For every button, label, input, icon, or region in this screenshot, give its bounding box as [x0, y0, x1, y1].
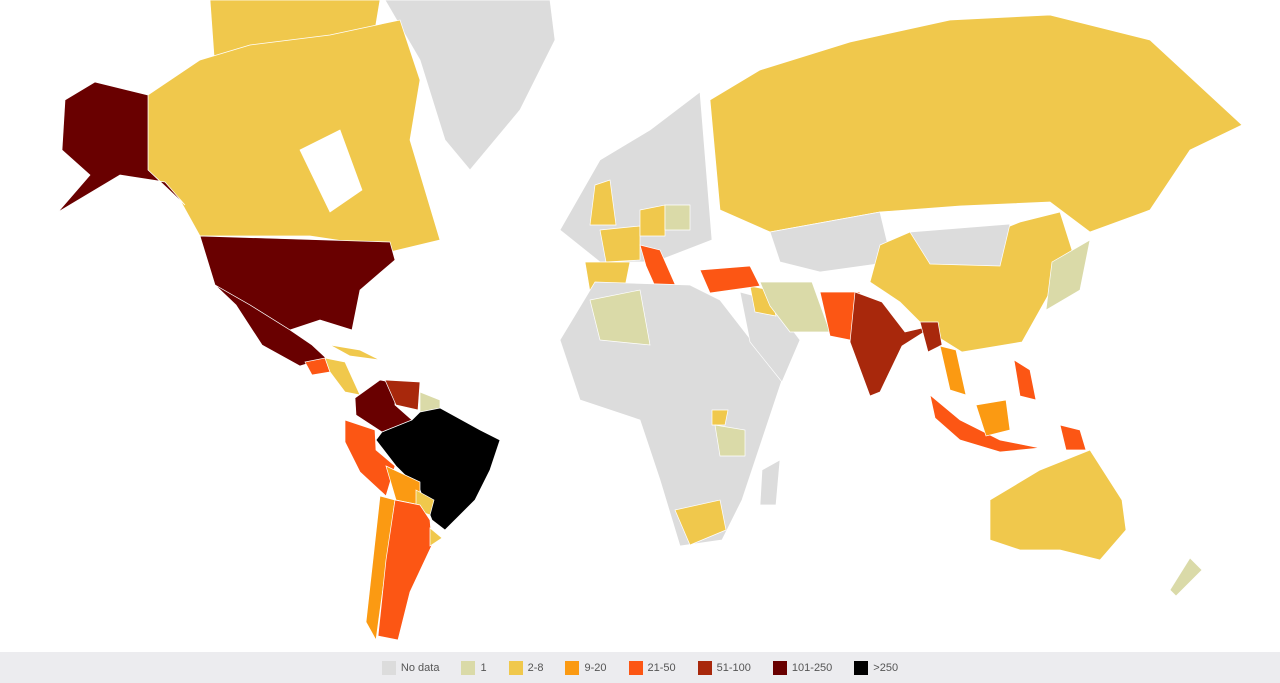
legend-item: 2-8 [508, 660, 543, 675]
legend-swatch [381, 660, 396, 675]
region-venezuela [384, 379, 421, 411]
region-central-america [324, 357, 361, 396]
region-poland [664, 204, 691, 231]
legend-item: No data [381, 660, 439, 675]
region-germany [639, 204, 666, 237]
region-png [1059, 424, 1087, 451]
region-argentina [377, 499, 433, 641]
region-turkey [699, 265, 761, 294]
legend-swatch [772, 660, 787, 675]
legend-item: 9-20 [565, 660, 607, 675]
legend-swatch [565, 660, 580, 675]
legend-swatch [628, 660, 643, 675]
legend-item: 51-100 [697, 660, 751, 675]
legend-item: 21-50 [628, 660, 676, 675]
region-iran [759, 281, 831, 333]
region-uganda [711, 409, 729, 426]
region-usa [199, 235, 396, 331]
region-myanmar [919, 321, 943, 353]
region-japan [1045, 239, 1091, 311]
region-philippines [1013, 359, 1037, 401]
legend-item: 1 [461, 660, 487, 675]
region-colombia [354, 379, 413, 433]
region-australia [989, 449, 1127, 561]
region-alaska [57, 81, 186, 213]
legend-swatch [461, 660, 476, 675]
region-canada [147, 19, 441, 253]
region-kazakhstan [769, 211, 893, 273]
region-madagascar [759, 459, 781, 506]
region-uruguay [429, 527, 443, 547]
region-chile [365, 495, 396, 642]
world-choropleth-map [57, 0, 1243, 642]
region-thailand [939, 345, 967, 396]
legend-swatch [508, 660, 523, 675]
hudson-bay [299, 129, 363, 213]
region-tanzania [714, 424, 746, 457]
region-cuba [329, 344, 381, 361]
region-india [849, 291, 936, 397]
region-indonesia [929, 394, 1041, 453]
region-russia [709, 14, 1243, 233]
legend-item: 101-250 [772, 660, 832, 675]
region-uk [589, 179, 617, 226]
region-borneo [975, 399, 1011, 437]
region-greenland [384, 0, 556, 171]
region-france [599, 225, 641, 263]
legend-swatch [854, 660, 869, 675]
region-mongolia [909, 223, 1011, 267]
region-new-zealand [1169, 557, 1203, 597]
region-algeria [589, 289, 651, 346]
legend-swatch [697, 660, 712, 675]
legend-item: >250 [854, 660, 898, 675]
legend: No data 1 2-8 9-20 21-50 51-100 101-250 … [0, 652, 1280, 683]
region-south-africa [674, 499, 727, 546]
region-africa [559, 281, 783, 547]
